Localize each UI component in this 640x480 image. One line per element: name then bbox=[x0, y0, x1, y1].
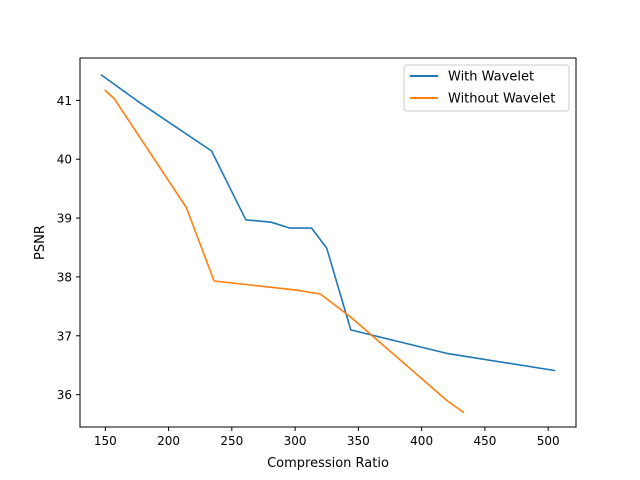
y-axis-ticks: 36 37 38 39 40 41 bbox=[57, 94, 80, 402]
legend: With Wavelet Without Wavelet bbox=[403, 64, 570, 112]
y-tick-label: 38 bbox=[57, 270, 72, 284]
y-tick-label: 36 bbox=[57, 388, 72, 402]
y-tick-label: 40 bbox=[57, 153, 72, 167]
x-tick-label: 450 bbox=[473, 434, 496, 448]
x-tick-label: 350 bbox=[347, 434, 370, 448]
y-tick-label: 37 bbox=[57, 329, 72, 343]
x-axis-ticks: 150 200 250 300 350 400 450 500 bbox=[94, 427, 560, 448]
legend-label-with-wavelet: With Wavelet bbox=[448, 70, 534, 85]
x-tick-label: 300 bbox=[284, 434, 307, 448]
x-tick-label: 200 bbox=[157, 434, 180, 448]
x-tick-label: 400 bbox=[410, 434, 433, 448]
series-layer bbox=[100, 73, 556, 414]
x-tick-label: 250 bbox=[220, 434, 243, 448]
plot-frame bbox=[79, 57, 577, 428]
x-tick-label: 150 bbox=[94, 434, 117, 448]
legend-label-without-wavelet: Without Wavelet bbox=[448, 92, 555, 107]
legend-box bbox=[403, 64, 570, 112]
y-tick-label: 39 bbox=[57, 212, 72, 226]
x-axis-label: Compression Ratio bbox=[267, 456, 389, 471]
series-line-without-wavelet bbox=[104, 89, 465, 414]
series-line-with-wavelet bbox=[100, 73, 556, 372]
y-axis-label: PSNR bbox=[33, 225, 48, 260]
y-tick-label: 41 bbox=[57, 94, 72, 108]
x-tick-label: 500 bbox=[537, 434, 560, 448]
